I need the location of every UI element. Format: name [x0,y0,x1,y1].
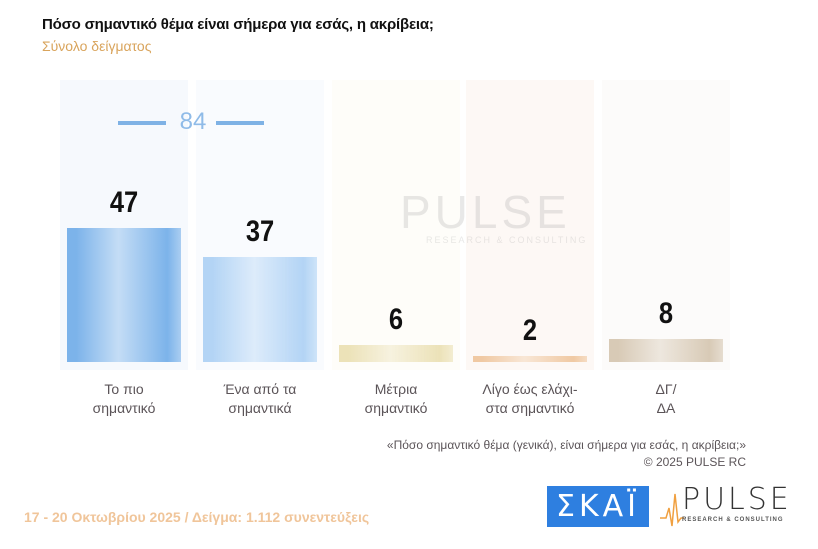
pulse-logo: PULSE RESEARCH & CONSULTING [660,482,789,530]
column-background [466,80,594,370]
bar [339,344,453,362]
category-label: Λίγο έως ελάχι-στα σημαντικό [455,380,605,418]
column-background [332,80,460,370]
category-label-line: σημαντικό [364,400,428,416]
combined-total: 84 [118,108,268,136]
bar [203,256,317,362]
combined-total-label: 84 [179,108,207,135]
pulse-watermark: PULSE RESEARCH & CONSULTING [400,185,587,245]
category-label: Μέτρια σημαντικό [321,380,471,418]
category-label-line: Το πιο [104,381,144,397]
total-line-right [216,121,264,125]
bar-value-label: 2 [522,314,538,348]
bar-value-label: 37 [245,214,275,248]
footer-text: 17 - 20 Οκτωβρίου 2025 / Δείγμα: 1.112 σ… [24,509,370,525]
category-label-line: ΔΓ/ [655,381,677,397]
category-label-line: Λίγο έως ελάχι- [482,381,578,397]
chart-subtitle: Σύνολο δείγματος [42,38,152,54]
bar-value-label: 47 [109,186,139,220]
watermark-subtext: RESEARCH & CONSULTING [426,235,588,245]
pulse-logo-subtext: RESEARCH & CONSULTING [682,517,784,523]
question-text: «Πόσο σημαντικό θέμα (γενικά), είναι σήμ… [386,438,746,452]
column-background [602,80,730,370]
pulse-logo-text: PULSE [682,482,792,517]
skai-logo: ΣΚΑΪ [547,486,649,527]
category-label-line: σημαντικά [228,400,292,416]
category-label-line: Μέτρια [374,381,418,397]
bar [609,339,723,362]
category-label: Ένα από τα σημαντικά [185,380,335,418]
question-note: «Πόσο σημαντικό θέμα (γενικά), είναι σήμ… [387,437,746,471]
bar-value-label: 6 [388,302,404,336]
category-label-line: σημαντικό [92,400,156,416]
pulse-wave-icon [660,493,684,527]
category-label: Το πιο σημαντικό [49,380,199,418]
category-label-line: Ένα από τα [223,381,297,397]
category-label: ΔΓ/ΔΑ [591,380,741,418]
watermark-text: PULSE [400,186,571,238]
category-label-line: στα σημαντικό [485,400,575,416]
chart-title: Πόσο σημαντικό θέμα είναι σήμερα για εσά… [42,16,434,33]
total-line-left [118,121,166,125]
bar [67,228,181,362]
bar [473,356,587,362]
category-label-line: ΔΑ [656,400,676,416]
bar-value-label: 8 [658,297,674,331]
copyright-text: © 2025 PULSE RC [643,455,746,469]
